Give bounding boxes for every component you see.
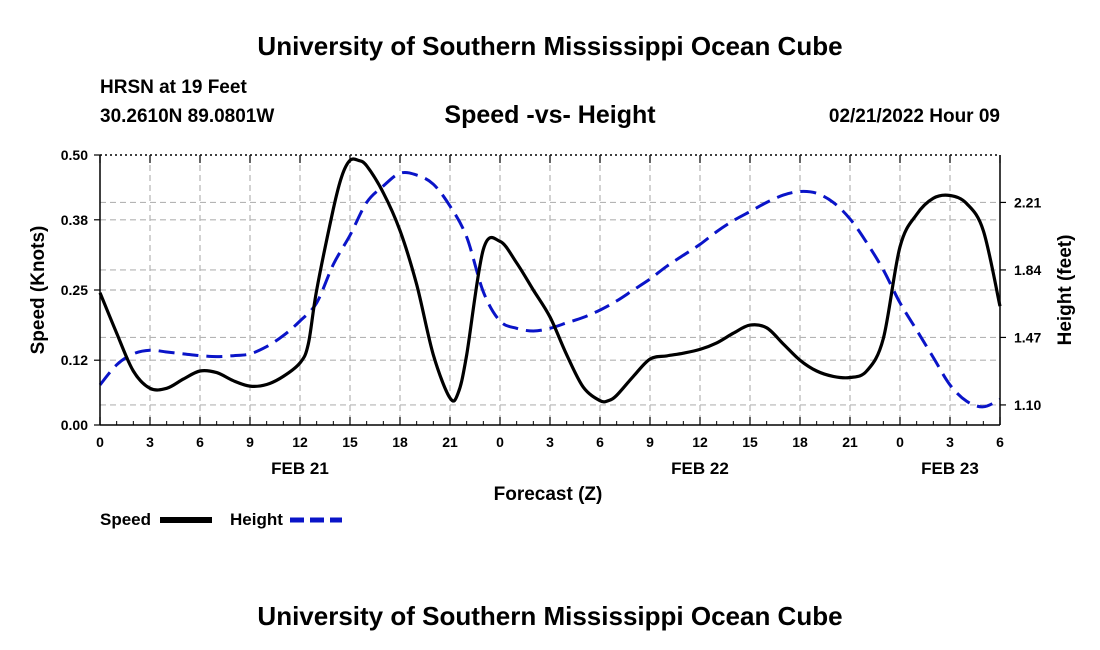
x-tick-label: 15 xyxy=(742,434,758,450)
axis-labels: Forecast (Z) Speed (Knots) Height (feet) xyxy=(28,226,1076,505)
x-tick-label: 6 xyxy=(196,434,204,450)
axes: 0 3 6 9 12 15 18 21 0 3 6 9 12 15 18 21 0 3 6 FEB 21 FEB 22 F… xyxy=(61,147,1042,478)
x-tick-label: 0 xyxy=(896,434,904,450)
x-tick-label: 21 xyxy=(842,434,858,450)
footer-title: University of Southern Mississippi Ocean… xyxy=(257,601,843,631)
x-tick-label: 9 xyxy=(246,434,254,450)
legend: Speed Height xyxy=(100,510,342,529)
y2-tick-label: 1.47 xyxy=(1014,329,1041,345)
date-label: FEB 23 xyxy=(921,459,979,478)
date-label: FEB 21 xyxy=(271,459,329,478)
y-tick-label: 0.50 xyxy=(61,147,88,163)
legend-speed-label: Speed xyxy=(100,510,151,529)
y-tick-label: 0.12 xyxy=(61,352,88,368)
x-tick-label: 6 xyxy=(996,434,1004,450)
x-tick-label: 18 xyxy=(392,434,408,450)
x-tick-label: 3 xyxy=(946,434,954,450)
x-tick-label: 21 xyxy=(442,434,458,450)
grid xyxy=(100,155,1000,425)
y2-tick-label: 1.10 xyxy=(1014,397,1041,413)
x-tick-label: 0 xyxy=(96,434,104,450)
x-tick-label: 12 xyxy=(292,434,308,450)
x-tick-label: 12 xyxy=(692,434,708,450)
x-tick-label: 0 xyxy=(496,434,504,450)
chart-title: Speed -vs- Height xyxy=(444,101,656,129)
speed-series-line xyxy=(98,157,1002,404)
page-title: University of Southern Mississippi Ocean… xyxy=(257,31,843,61)
y2-axis-title: Height (feet) xyxy=(1055,235,1076,346)
date-label: FEB 22 xyxy=(671,459,729,478)
y2-tick-label: 2.21 xyxy=(1014,194,1041,210)
height-series-line xyxy=(98,170,1001,409)
x-tick-label: 3 xyxy=(146,434,154,450)
y-tick-label: 0.25 xyxy=(61,282,88,298)
station-label: HRSN at 19 Feet xyxy=(100,77,247,98)
x-tick-label: 15 xyxy=(342,434,358,450)
x-tick-label: 3 xyxy=(546,434,554,450)
x-tick-label: 6 xyxy=(596,434,604,450)
series-layer xyxy=(98,157,1002,409)
x-tick-label: 18 xyxy=(792,434,808,450)
x-tick-label: 9 xyxy=(646,434,654,450)
x-axis-title: Forecast (Z) xyxy=(494,484,603,505)
y-tick-label: 0.38 xyxy=(61,212,88,228)
station-coordinates: 30.2610N 89.0801W xyxy=(100,106,275,127)
forecast-datetime: 02/21/2022 Hour 09 xyxy=(828,106,1000,127)
legend-height-label: Height xyxy=(230,510,283,529)
y-tick-label: 0.00 xyxy=(61,417,88,433)
y2-tick-label: 1.84 xyxy=(1014,262,1041,278)
y-axis-title: Speed (Knots) xyxy=(28,226,49,355)
